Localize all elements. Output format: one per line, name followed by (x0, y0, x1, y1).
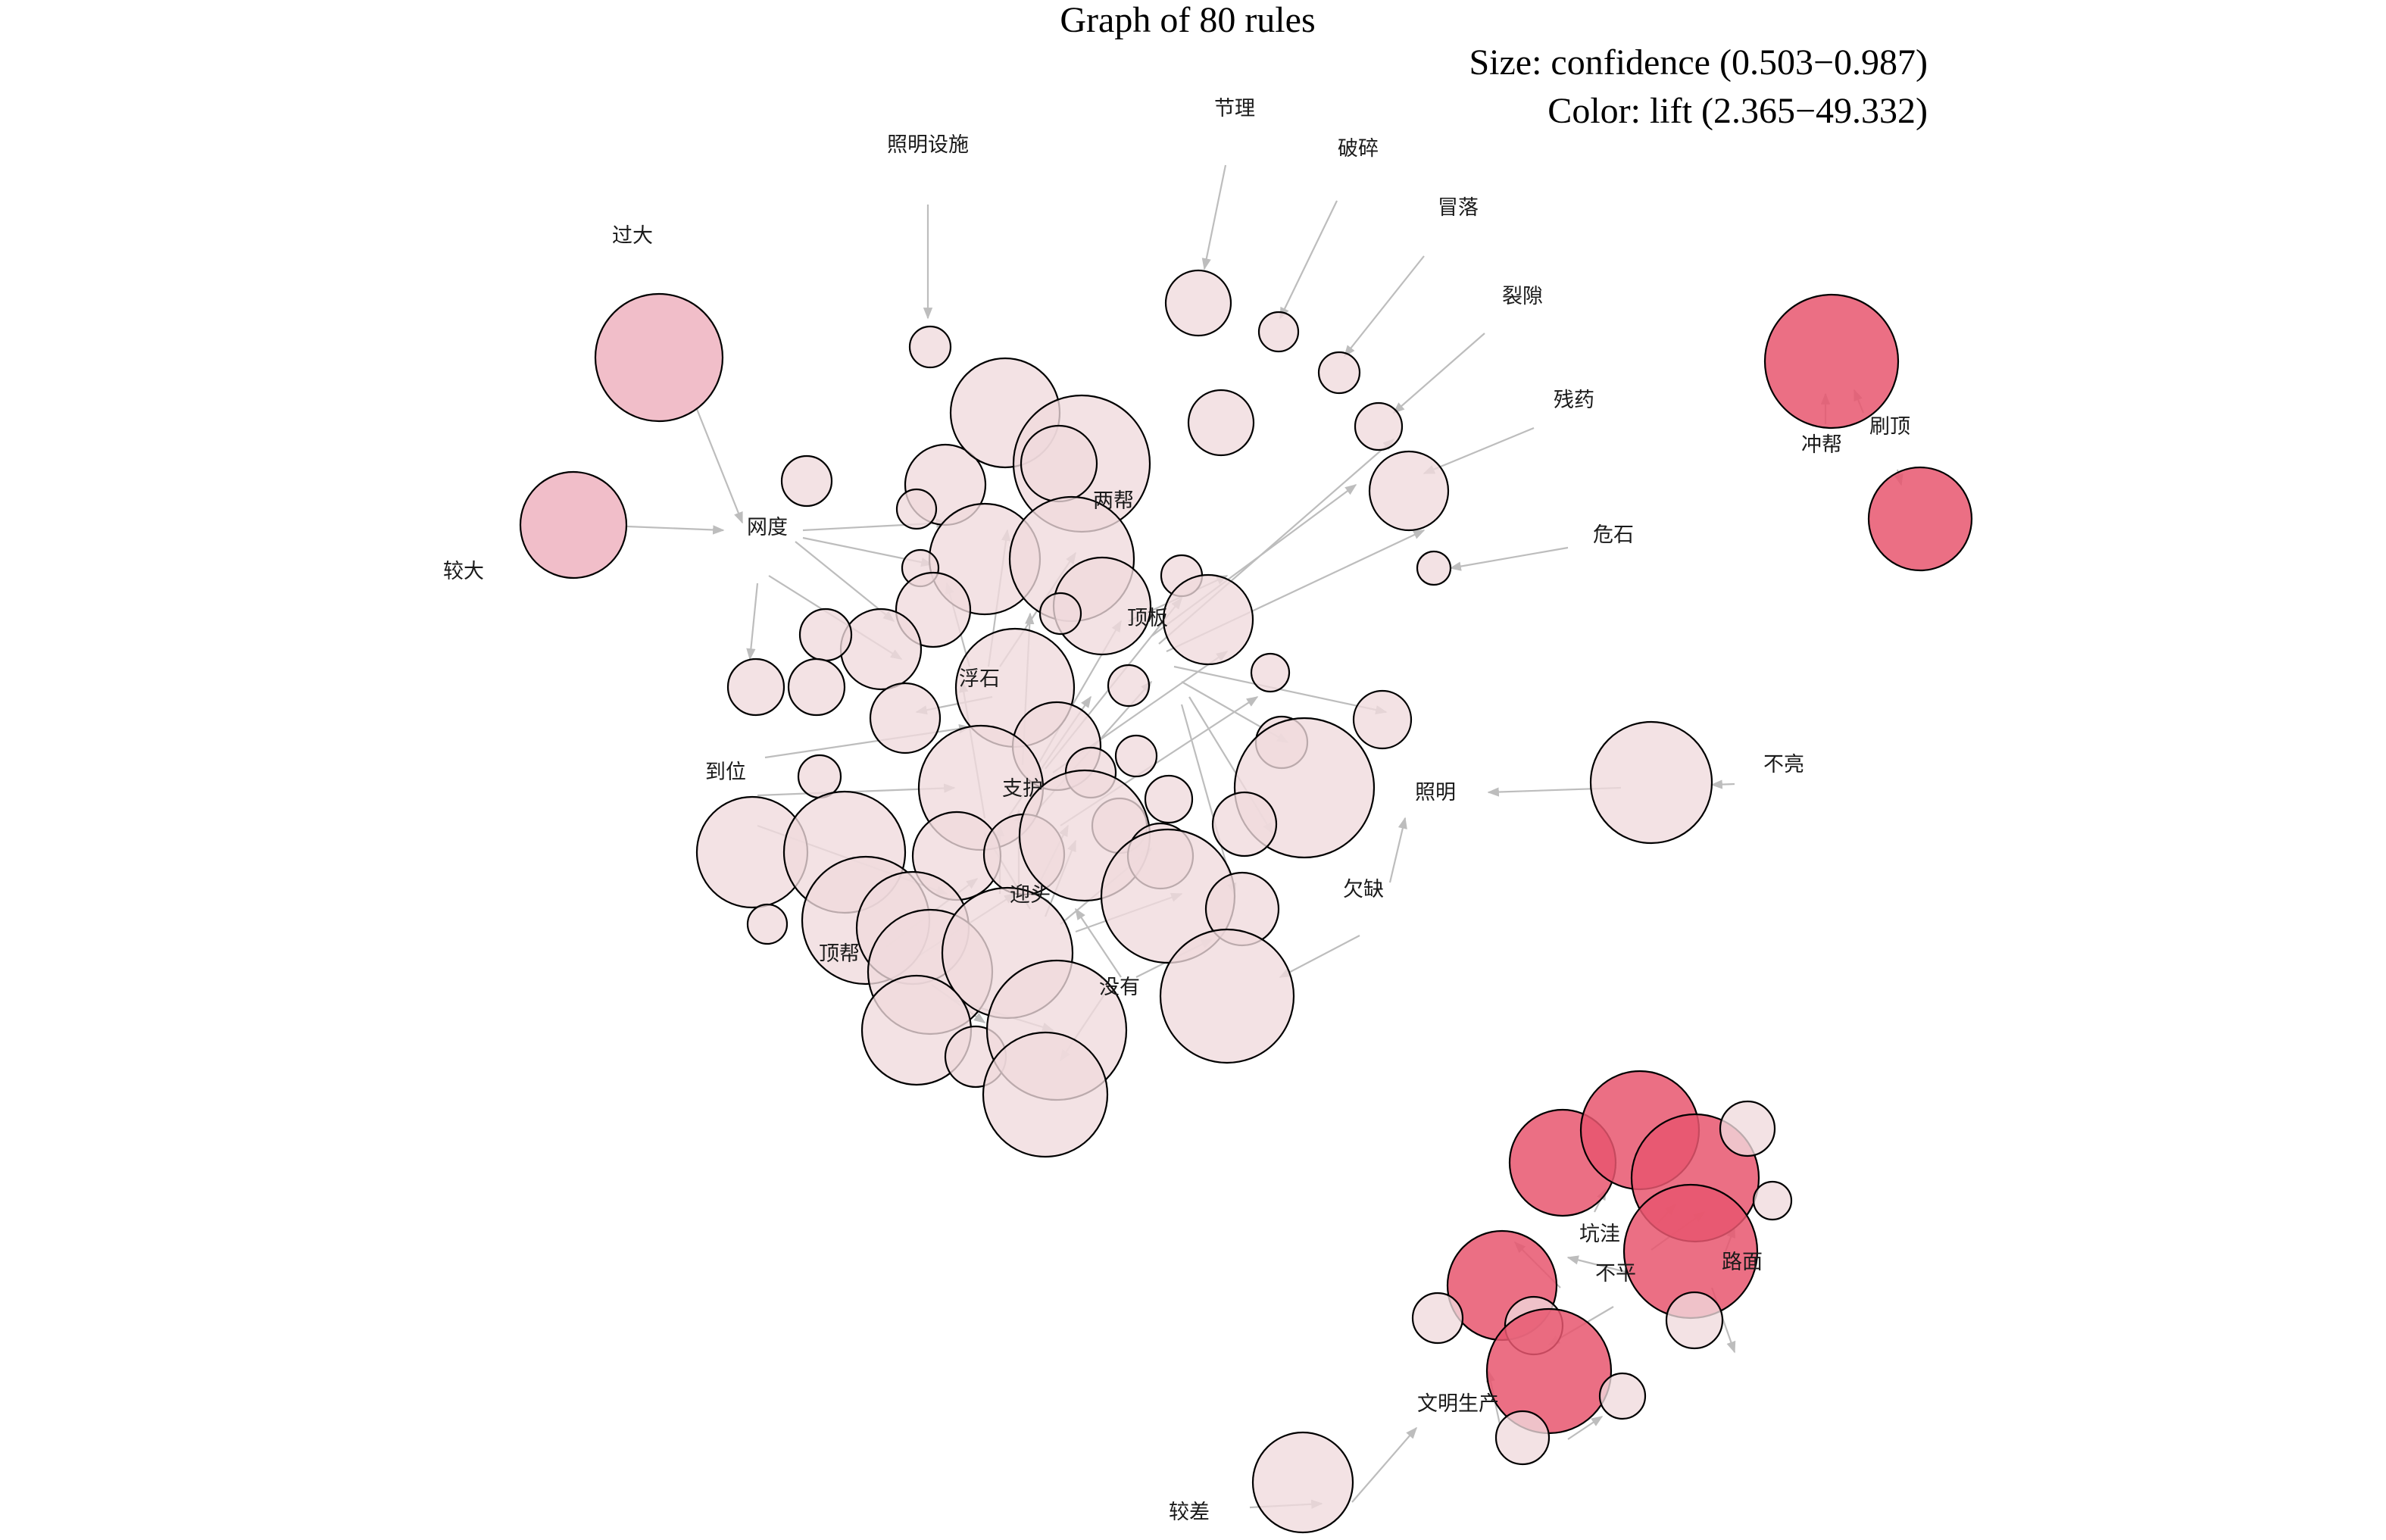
edge-arrow (1344, 255, 1425, 358)
item-label: 不平 (1595, 1262, 1636, 1285)
item-label: 照明 (1415, 781, 1456, 804)
item-label: 顶板 (1127, 607, 1168, 630)
rule-node (797, 754, 842, 799)
edge-arrow (695, 408, 744, 524)
rule-node (1494, 1410, 1551, 1466)
rule-node (1107, 664, 1151, 708)
rule-node (1038, 592, 1082, 636)
item-label: 危石 (1593, 523, 1634, 547)
rule-node (1257, 311, 1300, 353)
rule-node (895, 488, 938, 530)
rule-node (1368, 450, 1450, 532)
item-label: 刷顶 (1869, 415, 1910, 439)
edge-arrow (1449, 546, 1569, 571)
rule-node (1114, 734, 1158, 778)
rule-node (1598, 1372, 1647, 1420)
rule-node (1752, 1180, 1793, 1221)
rule-node (1144, 774, 1194, 824)
rule-node (726, 658, 785, 717)
rule-node (1159, 928, 1295, 1064)
rule-node (1665, 1291, 1724, 1350)
rule-node (1187, 389, 1255, 457)
edge-arrow (795, 541, 895, 622)
edge-arrow (1392, 333, 1485, 414)
rule-node (1211, 791, 1278, 857)
rule-node (594, 292, 724, 423)
edge-arrow (1279, 200, 1338, 320)
rule-node (1411, 1292, 1464, 1345)
size-legend: Size: confidence (0.503−0.987) (1469, 42, 1928, 83)
rule-node (1485, 1307, 1613, 1435)
rule-node (1589, 720, 1713, 845)
item-label: 欠缺 (1343, 878, 1384, 901)
rule-node (982, 1031, 1109, 1158)
rule-node (787, 658, 846, 717)
item-label: 照明设施 (887, 133, 969, 157)
rule-node (1020, 424, 1098, 503)
rule-node (1251, 1431, 1354, 1534)
rule-node (519, 470, 628, 579)
edge-arrow (746, 583, 759, 661)
item-label: 路面 (1722, 1251, 1763, 1274)
edge-arrow (1388, 817, 1407, 883)
item-label: 浮石 (959, 667, 1000, 691)
item-label: 顶帮 (819, 942, 860, 966)
item-label: 到位 (705, 761, 746, 784)
edge-arrow (1710, 779, 1735, 789)
edge-arrow (1279, 935, 1360, 978)
rule-node (839, 608, 923, 691)
rule-node (1352, 689, 1413, 750)
edge-arrow (1566, 1255, 1629, 1274)
rule-node (869, 682, 942, 754)
color-legend: Color: lift (2.365−49.332) (1547, 91, 1928, 131)
edge-arrow (626, 525, 725, 535)
rule-node (798, 608, 853, 662)
rule-node (1867, 466, 1973, 572)
edge-arrow (1423, 426, 1535, 475)
item-label: 较差 (1169, 1501, 1210, 1524)
rule-node (1162, 573, 1254, 666)
item-label: 没有 (1099, 976, 1140, 999)
item-label: 不亮 (1763, 753, 1804, 776)
rule-node (1317, 351, 1361, 395)
item-label: 网度 (747, 516, 788, 539)
item-label: 支护 (1002, 777, 1043, 801)
edge-arrow (1075, 907, 1122, 978)
rule-node (1763, 293, 1900, 430)
item-label: 节理 (1214, 97, 1255, 120)
edge-arrow (1351, 1426, 1418, 1503)
item-label: 破碎 (1338, 137, 1379, 161)
rule-node (1719, 1100, 1776, 1157)
rule-node (908, 325, 952, 369)
edge-arrow (1567, 1416, 1604, 1440)
item-label: 迎头 (1010, 883, 1051, 907)
edge-arrow (1201, 164, 1227, 270)
rule-node (746, 903, 789, 945)
item-label: 裂隙 (1502, 285, 1543, 308)
rule-node (780, 455, 833, 508)
rule-node (1354, 401, 1404, 451)
graph-title: Graph of 80 rules (1060, 0, 1315, 40)
rule-node (1250, 652, 1291, 693)
item-label: 坑洼 (1579, 1223, 1620, 1246)
item-label: 两帮 (1093, 489, 1134, 513)
item-label: 残药 (1554, 389, 1594, 412)
item-label: 冲帮 (1801, 433, 1842, 457)
rule-node (1164, 269, 1232, 337)
rule-node (1416, 550, 1452, 586)
item-label: 过大 (612, 224, 653, 248)
item-label: 冒落 (1438, 196, 1479, 220)
rules-layer (519, 269, 1973, 1534)
item-label: 文明生产 (1417, 1392, 1499, 1416)
item-label: 较大 (443, 560, 484, 583)
